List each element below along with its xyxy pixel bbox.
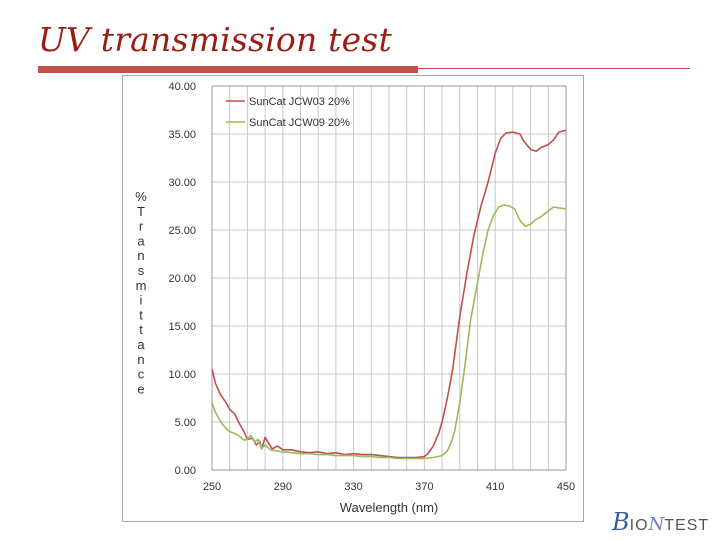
- x-tick-label: 250: [203, 481, 221, 493]
- y-tick-label: 30.00: [168, 177, 196, 189]
- y-axis-label-char: r: [139, 219, 144, 234]
- y-axis-label-char: T: [137, 204, 145, 219]
- y-tick-label: 35.00: [168, 129, 196, 141]
- series-line-2: [211, 204, 567, 460]
- y-tick-label: 5.00: [175, 417, 196, 429]
- y-axis-label-char: t: [139, 322, 143, 337]
- x-tick-label: 290: [274, 481, 292, 493]
- y-tick-label: 20.00: [168, 273, 196, 285]
- y-axis-label-char: a: [137, 233, 145, 248]
- y-tick-labels: 0.00 5.00 10.00 15.00 20.00 25.00 30.00 35.00 40…: [168, 81, 196, 477]
- x-tick-label: 450: [557, 481, 575, 493]
- x-tick-label: 330: [344, 481, 362, 493]
- y-axis-label-char: m: [136, 278, 147, 293]
- biotest-logo: BIONTEST: [612, 508, 710, 536]
- y-tick-label: 0.00: [175, 465, 196, 477]
- y-axis-label-char: n: [137, 352, 144, 367]
- x-axis-label: Wavelength (nm): [340, 500, 439, 515]
- slide-title: UV transmission test: [38, 20, 392, 59]
- y-axis-label-char: %: [135, 189, 147, 204]
- x-tick-label: 410: [486, 481, 504, 493]
- y-axis-label-char: t: [139, 307, 143, 322]
- chart-frame: 0.00 5.00 10.00 15.00 20.00 25.00 30.00 35.00 40…: [122, 75, 584, 522]
- y-axis-label-char: i: [140, 293, 143, 308]
- y-axis-label-char: a: [137, 337, 145, 352]
- chart-legend: SunCat JCW03 20% SunCat JCW09 20%: [226, 96, 350, 129]
- y-tick-label: 40.00: [168, 81, 196, 93]
- x-tick-label: 370: [415, 481, 433, 493]
- chart-series: [211, 129, 567, 460]
- y-axis-label-char: s: [138, 263, 145, 278]
- transmittance-chart: 0.00 5.00 10.00 15.00 20.00 25.00 30.00 35.00 40…: [135, 81, 575, 515]
- y-axis-label-char: c: [138, 367, 145, 382]
- legend-label-2: SunCat JCW09 20%: [249, 117, 350, 129]
- y-tick-label: 10.00: [168, 369, 196, 381]
- title-accent-bar: [38, 66, 418, 73]
- plot-area-border: [211, 85, 567, 471]
- y-tick-label: 15.00: [168, 321, 196, 333]
- chart-grid: [211, 85, 567, 471]
- x-tick-labels: 250 290 330 370 410 450: [203, 481, 575, 493]
- y-axis-label-char: e: [137, 381, 144, 396]
- y-tick-label: 25.00: [168, 225, 196, 237]
- title-divider-line: [418, 68, 690, 69]
- legend-label-1: SunCat JCW03 20%: [249, 96, 350, 108]
- y-axis-label-char: n: [137, 248, 144, 263]
- series-line-1: [211, 129, 567, 459]
